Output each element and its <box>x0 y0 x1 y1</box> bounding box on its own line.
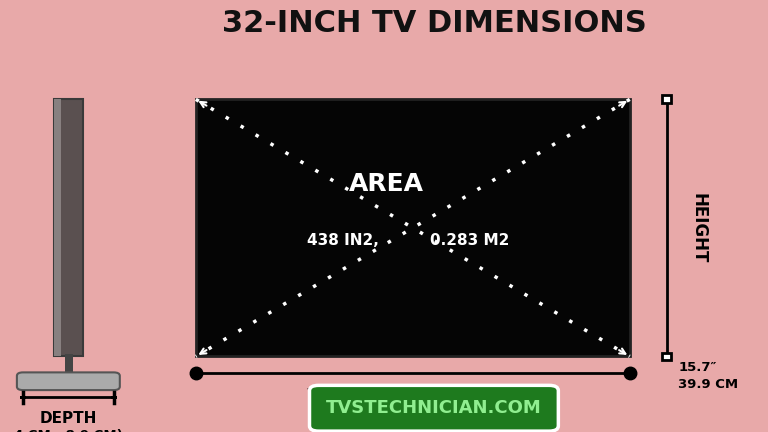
Bar <box>111 396 117 399</box>
FancyBboxPatch shape <box>310 385 558 431</box>
Text: HEIGHT: HEIGHT <box>690 193 708 263</box>
Text: WIDTH  27.9″, 70.9 CM: WIDTH 27.9″, 70.9 CM <box>307 387 518 405</box>
Text: 4 CM - 8.9 CM): 4 CM - 8.9 CM) <box>14 429 123 432</box>
Text: 32-INCH TV DIMENSIONS: 32-INCH TV DIMENSIONS <box>221 9 647 38</box>
Bar <box>662 95 671 103</box>
Bar <box>662 353 671 360</box>
Bar <box>54 99 61 356</box>
Text: 0.283 M2: 0.283 M2 <box>429 233 509 248</box>
Bar <box>54 99 83 356</box>
Bar <box>196 99 630 356</box>
Text: DEPTH: DEPTH <box>40 411 97 426</box>
Text: 438 IN2,: 438 IN2, <box>307 233 379 248</box>
Text: AREA: AREA <box>349 172 424 196</box>
Text: 15.7″
39.9 CM: 15.7″ 39.9 CM <box>678 361 738 391</box>
Bar <box>65 354 73 380</box>
Text: TVSTECHNICIAN.COM: TVSTECHNICIAN.COM <box>326 399 541 417</box>
FancyBboxPatch shape <box>17 372 120 390</box>
Bar <box>20 396 26 399</box>
